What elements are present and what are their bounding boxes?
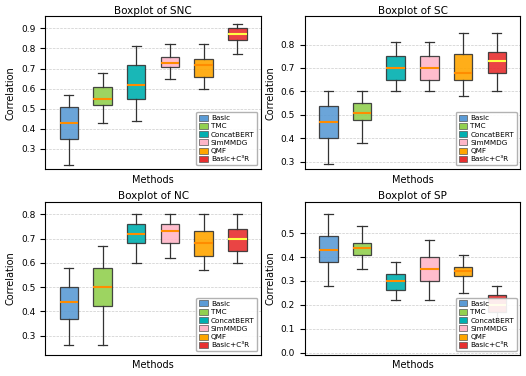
Title: Boxplot of SC: Boxplot of SC bbox=[378, 6, 448, 15]
PathPatch shape bbox=[160, 56, 179, 67]
Y-axis label: Correlation: Correlation bbox=[6, 66, 16, 120]
Legend: Basic, TMC, ConcatBERT, SimMMDG, QMF, Basic+C³R: Basic, TMC, ConcatBERT, SimMMDG, QMF, Ba… bbox=[196, 297, 257, 351]
PathPatch shape bbox=[228, 229, 247, 251]
PathPatch shape bbox=[194, 59, 213, 77]
Y-axis label: Correlation: Correlation bbox=[265, 252, 275, 305]
PathPatch shape bbox=[420, 56, 439, 80]
PathPatch shape bbox=[59, 287, 78, 318]
X-axis label: Methods: Methods bbox=[132, 361, 174, 370]
PathPatch shape bbox=[93, 268, 112, 306]
Title: Boxplot of SNC: Boxplot of SNC bbox=[114, 6, 192, 15]
Legend: Basic, TMC, ConcatBERT, SimMMDG, QMF, Basic+C³R: Basic, TMC, ConcatBERT, SimMMDG, QMF, Ba… bbox=[456, 297, 517, 351]
Legend: Basic, TMC, ConcatBERT, SimMMDG, QMF, Basic+C³R: Basic, TMC, ConcatBERT, SimMMDG, QMF, Ba… bbox=[196, 112, 257, 165]
PathPatch shape bbox=[319, 236, 338, 262]
PathPatch shape bbox=[353, 103, 371, 120]
X-axis label: Methods: Methods bbox=[132, 174, 174, 185]
PathPatch shape bbox=[127, 65, 146, 99]
Y-axis label: Correlation: Correlation bbox=[265, 66, 275, 120]
PathPatch shape bbox=[59, 107, 78, 139]
Title: Boxplot of SP: Boxplot of SP bbox=[378, 191, 447, 202]
Y-axis label: Correlation: Correlation bbox=[6, 252, 16, 305]
PathPatch shape bbox=[488, 295, 506, 312]
PathPatch shape bbox=[127, 224, 146, 243]
PathPatch shape bbox=[228, 28, 247, 41]
PathPatch shape bbox=[93, 86, 112, 105]
Title: Boxplot of NC: Boxplot of NC bbox=[117, 191, 189, 202]
PathPatch shape bbox=[387, 56, 405, 80]
PathPatch shape bbox=[420, 257, 439, 281]
X-axis label: Methods: Methods bbox=[392, 361, 433, 370]
PathPatch shape bbox=[454, 54, 472, 80]
PathPatch shape bbox=[488, 52, 506, 73]
PathPatch shape bbox=[387, 274, 405, 291]
PathPatch shape bbox=[454, 267, 472, 276]
PathPatch shape bbox=[194, 231, 213, 256]
PathPatch shape bbox=[160, 224, 179, 243]
Legend: Basic, TMC, ConcatBERT, SimMMDG, QMF, Basic+C³R: Basic, TMC, ConcatBERT, SimMMDG, QMF, Ba… bbox=[456, 112, 517, 165]
PathPatch shape bbox=[353, 243, 371, 255]
X-axis label: Methods: Methods bbox=[392, 174, 433, 185]
PathPatch shape bbox=[319, 106, 338, 138]
